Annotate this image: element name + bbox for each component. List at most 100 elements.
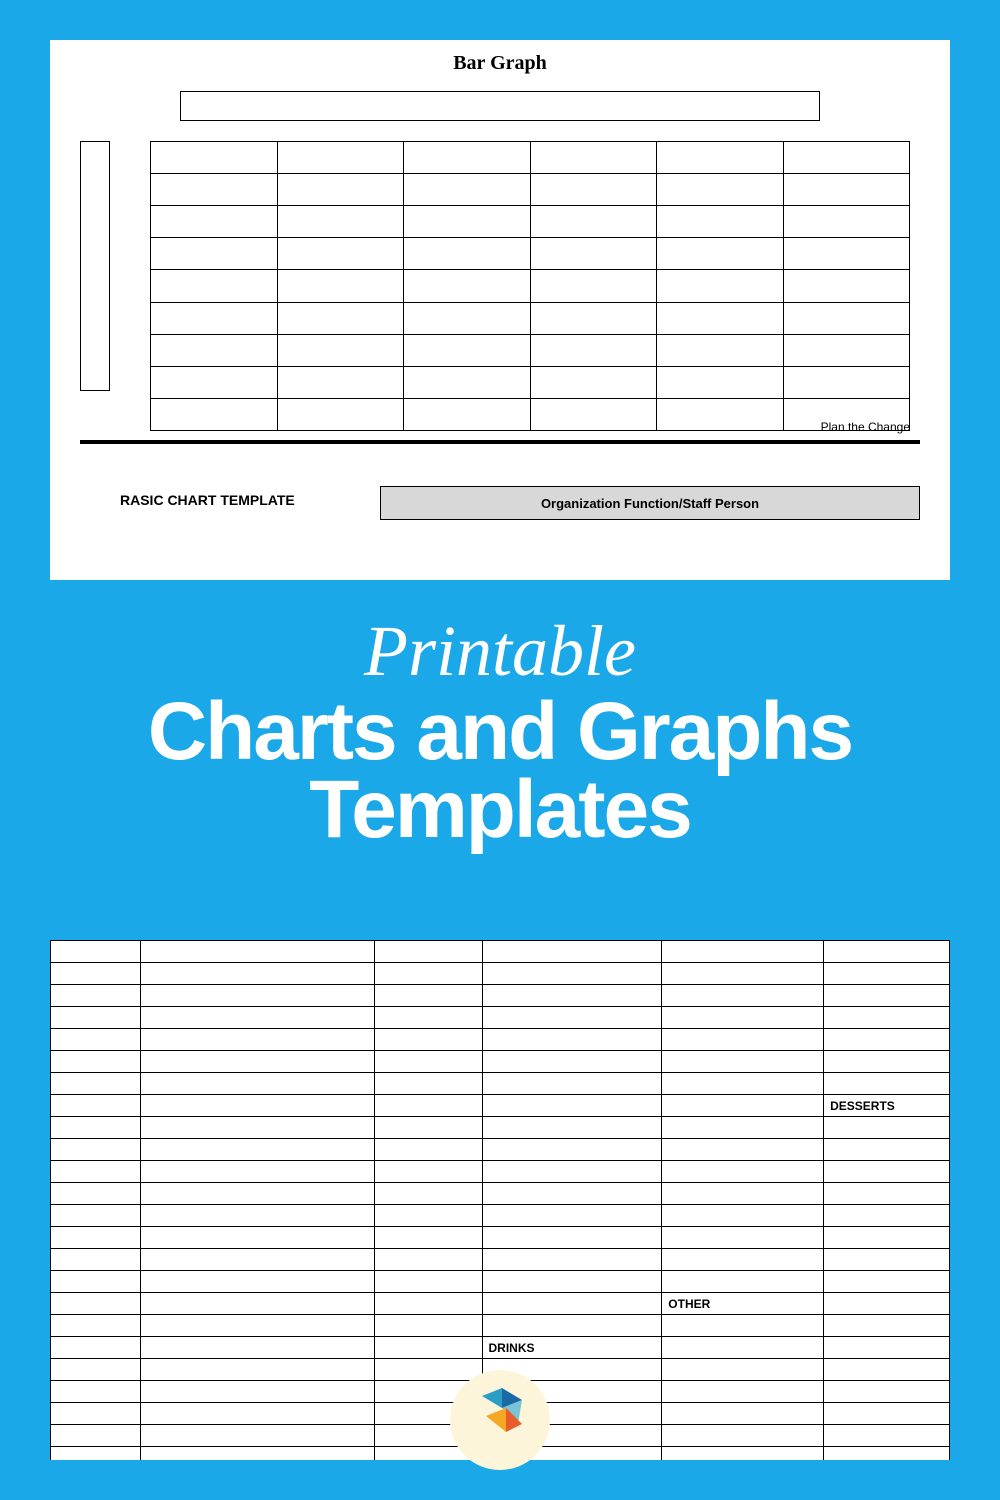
table-cell	[140, 1051, 374, 1073]
table-cell	[662, 1271, 824, 1293]
table-cell	[662, 1183, 824, 1205]
table-cell	[374, 1007, 482, 1029]
table-cell	[824, 1007, 950, 1029]
table-cell	[374, 1073, 482, 1095]
table-cell	[140, 1403, 374, 1425]
table-cell	[140, 1183, 374, 1205]
table-cell	[140, 1315, 374, 1337]
table-cell	[824, 1359, 950, 1381]
table-cell	[140, 1425, 374, 1447]
table-cell	[51, 963, 141, 985]
table-cell	[662, 1095, 824, 1117]
table-cell	[374, 985, 482, 1007]
table-cell: DESSERTS	[824, 1095, 950, 1117]
table-cell	[662, 1425, 824, 1447]
table-cell	[374, 1095, 482, 1117]
table-cell	[482, 1293, 662, 1315]
table-cell	[824, 941, 950, 963]
table-cell	[374, 1359, 482, 1381]
table-cell	[662, 1447, 824, 1461]
table-cell	[374, 1337, 482, 1359]
table-cell	[374, 1029, 482, 1051]
table-cell	[662, 1359, 824, 1381]
table-cell	[482, 1315, 662, 1337]
table-cell: OTHER	[662, 1293, 824, 1315]
bar-graph-body	[50, 141, 950, 431]
rasic-template-label: RASIC CHART TEMPLATE	[120, 492, 295, 508]
table-cell	[51, 1095, 141, 1117]
title-band: Printable Charts and Graphs Templates	[0, 580, 1000, 940]
table-cell	[140, 1161, 374, 1183]
table-cell	[51, 1293, 141, 1315]
title-script-line: Printable	[0, 610, 1000, 693]
table-cell	[374, 1271, 482, 1293]
table-cell	[140, 963, 374, 985]
table-cell	[824, 1161, 950, 1183]
table-cell	[824, 1183, 950, 1205]
table-cell	[140, 1381, 374, 1403]
table-cell	[51, 1315, 141, 1337]
table-cell	[662, 1007, 824, 1029]
table-cell	[374, 1117, 482, 1139]
printablee-logo-icon	[472, 1388, 528, 1452]
bar-graph-grid	[150, 141, 910, 431]
table-cell	[482, 1227, 662, 1249]
table-cell	[824, 1051, 950, 1073]
table-cell	[482, 1139, 662, 1161]
table-cell	[51, 1425, 141, 1447]
table-cell	[374, 1139, 482, 1161]
table-cell	[482, 963, 662, 985]
table-cell	[51, 1337, 141, 1359]
table-cell	[374, 941, 482, 963]
table-cell	[51, 1029, 141, 1051]
table-cell	[374, 1249, 482, 1271]
table-cell	[140, 1249, 374, 1271]
table-cell	[482, 1161, 662, 1183]
table-cell	[482, 1271, 662, 1293]
table-cell	[824, 1447, 950, 1461]
table-cell	[51, 985, 141, 1007]
table-cell	[662, 1117, 824, 1139]
table-cell	[374, 1183, 482, 1205]
table-cell	[824, 1249, 950, 1271]
table-cell	[824, 1029, 950, 1051]
table-cell	[51, 1359, 141, 1381]
table-cell	[140, 1359, 374, 1381]
table-cell	[662, 941, 824, 963]
table-cell	[662, 1227, 824, 1249]
table-cell	[51, 1051, 141, 1073]
table-cell	[824, 1227, 950, 1249]
table-cell	[662, 1051, 824, 1073]
table-cell	[140, 1007, 374, 1029]
bar-graph-title: Bar Graph	[50, 52, 950, 75]
table-cell	[51, 1271, 141, 1293]
table-cell	[662, 1403, 824, 1425]
table-cell	[140, 1293, 374, 1315]
table-cell	[662, 1381, 824, 1403]
table-cell	[824, 1139, 950, 1161]
table-cell	[51, 1183, 141, 1205]
table-cell	[662, 1161, 824, 1183]
table-cell	[662, 1249, 824, 1271]
table-cell	[140, 1447, 374, 1461]
table-cell	[374, 963, 482, 985]
table-cell	[824, 1425, 950, 1447]
table-cell	[824, 1293, 950, 1315]
table-cell	[140, 941, 374, 963]
table-cell	[482, 1117, 662, 1139]
table-cell	[662, 1073, 824, 1095]
table-cell	[374, 1205, 482, 1227]
table-cell	[824, 1403, 950, 1425]
table-cell	[51, 1447, 141, 1461]
table-cell	[140, 1117, 374, 1139]
table-cell	[824, 1205, 950, 1227]
logo-badge	[450, 1370, 550, 1470]
table-cell	[482, 1029, 662, 1051]
table-cell	[51, 1007, 141, 1029]
table-cell	[482, 1051, 662, 1073]
table-cell	[482, 1095, 662, 1117]
plan-change-divider	[80, 440, 920, 444]
table-cell	[51, 1117, 141, 1139]
table-cell	[824, 1337, 950, 1359]
org-function-box: Organization Function/Staff Person	[380, 486, 920, 520]
